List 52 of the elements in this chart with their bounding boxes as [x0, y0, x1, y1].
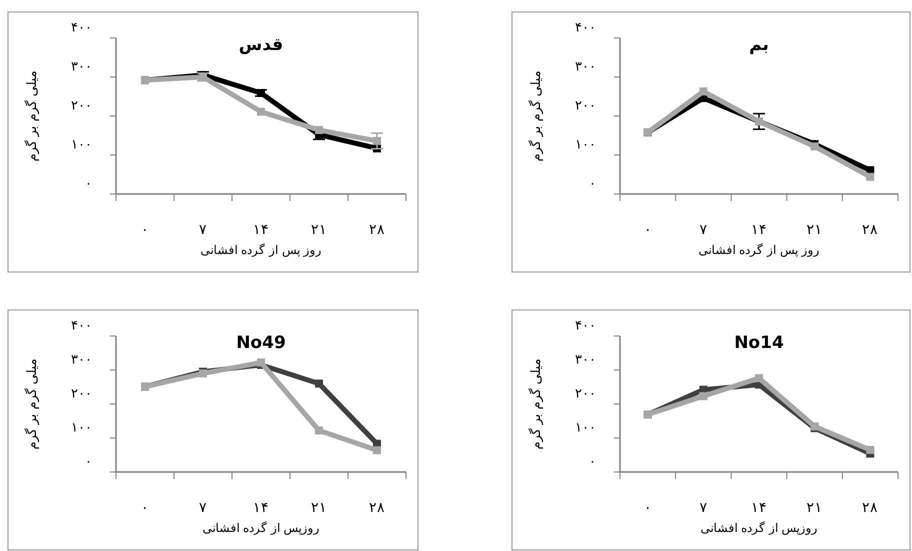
x-tick-label: ۰ [141, 500, 149, 516]
chart-title: قدس [238, 35, 284, 55]
y-axis-title: میلی گرم بر گرم [24, 358, 40, 450]
y-axis-title: میلی گرم بر گرم [24, 70, 40, 162]
x-tick-label: ۰ [141, 222, 149, 238]
y-tick-label: ۰ [589, 454, 596, 470]
y-tick-label: ۱۰۰ [575, 420, 596, 436]
x-axis-title: روز پس از گرده افشانی [698, 243, 820, 257]
x-tick-label: ۱۴ [253, 222, 269, 238]
y-tick-label: ۲۰۰ [575, 386, 596, 402]
x-tick-label: ۲۸ [862, 222, 878, 238]
x-tick-label: ۲۸ [862, 500, 878, 516]
y-tick-label: ۲۰۰ [71, 98, 92, 114]
x-tick-label: ۰ [644, 500, 652, 516]
chart-title: No14 [734, 333, 784, 353]
x-tick-label: ۲۸ [369, 222, 385, 238]
y-tick-label: ۱۰۰ [71, 137, 92, 152]
y-tick-label: ۳۰۰ [575, 59, 596, 74]
y-tick-label: ۳۰۰ [71, 352, 92, 368]
x-tick-label: ۲۱ [806, 222, 823, 238]
x-tick-label: ۷ [199, 222, 207, 238]
y-tick-label: ۳۰۰ [575, 352, 596, 368]
x-tick-label: ۷ [699, 222, 708, 238]
y-tick-label: ۱۰۰ [575, 137, 596, 152]
y-axis-title: میلی گرم بر گرم [528, 70, 544, 162]
x-tick-label: ۲۱ [311, 500, 327, 516]
chart-title: No49 [236, 333, 286, 353]
y-tick-label: ۴۰۰ [71, 318, 92, 334]
y-tick-label: ۰ [85, 176, 92, 192]
y-tick-label: ۱۰۰ [71, 420, 92, 436]
x-axis-title: روزپس از گرده افشانی [202, 521, 320, 535]
y-tick-label: ۲۰۰ [575, 98, 596, 114]
x-tick-label: ۱۴ [751, 222, 767, 238]
y-tick-label: ۴۰۰ [575, 20, 596, 36]
x-tick-label: ۲۸ [369, 500, 385, 516]
x-axis-title: روز پس از گرده افشانی [200, 243, 322, 257]
x-axis-title: روزپس از گرده افشانی [700, 521, 818, 535]
x-tick-label: ۲۱ [311, 222, 327, 238]
y-tick-label: ۴۰۰ [575, 318, 596, 334]
y-axis-title: میلی گرم بر گرم [528, 358, 544, 450]
x-tick-label: ۷ [699, 500, 708, 516]
y-tick-label: ۰ [85, 454, 92, 470]
x-tick-label: ۷ [199, 500, 207, 516]
x-tick-label: ۱۴ [253, 500, 269, 516]
x-tick-label: ۲۱ [806, 500, 823, 516]
y-tick-label: ۳۰۰ [71, 59, 92, 74]
chart-title: بم [749, 35, 769, 55]
y-tick-label: ۰ [589, 176, 596, 192]
x-tick-label: ۰ [644, 222, 652, 238]
y-tick-label: ۲۰۰ [71, 386, 92, 402]
x-tick-label: ۱۴ [751, 500, 767, 516]
y-tick-label: ۴۰۰ [71, 20, 92, 36]
